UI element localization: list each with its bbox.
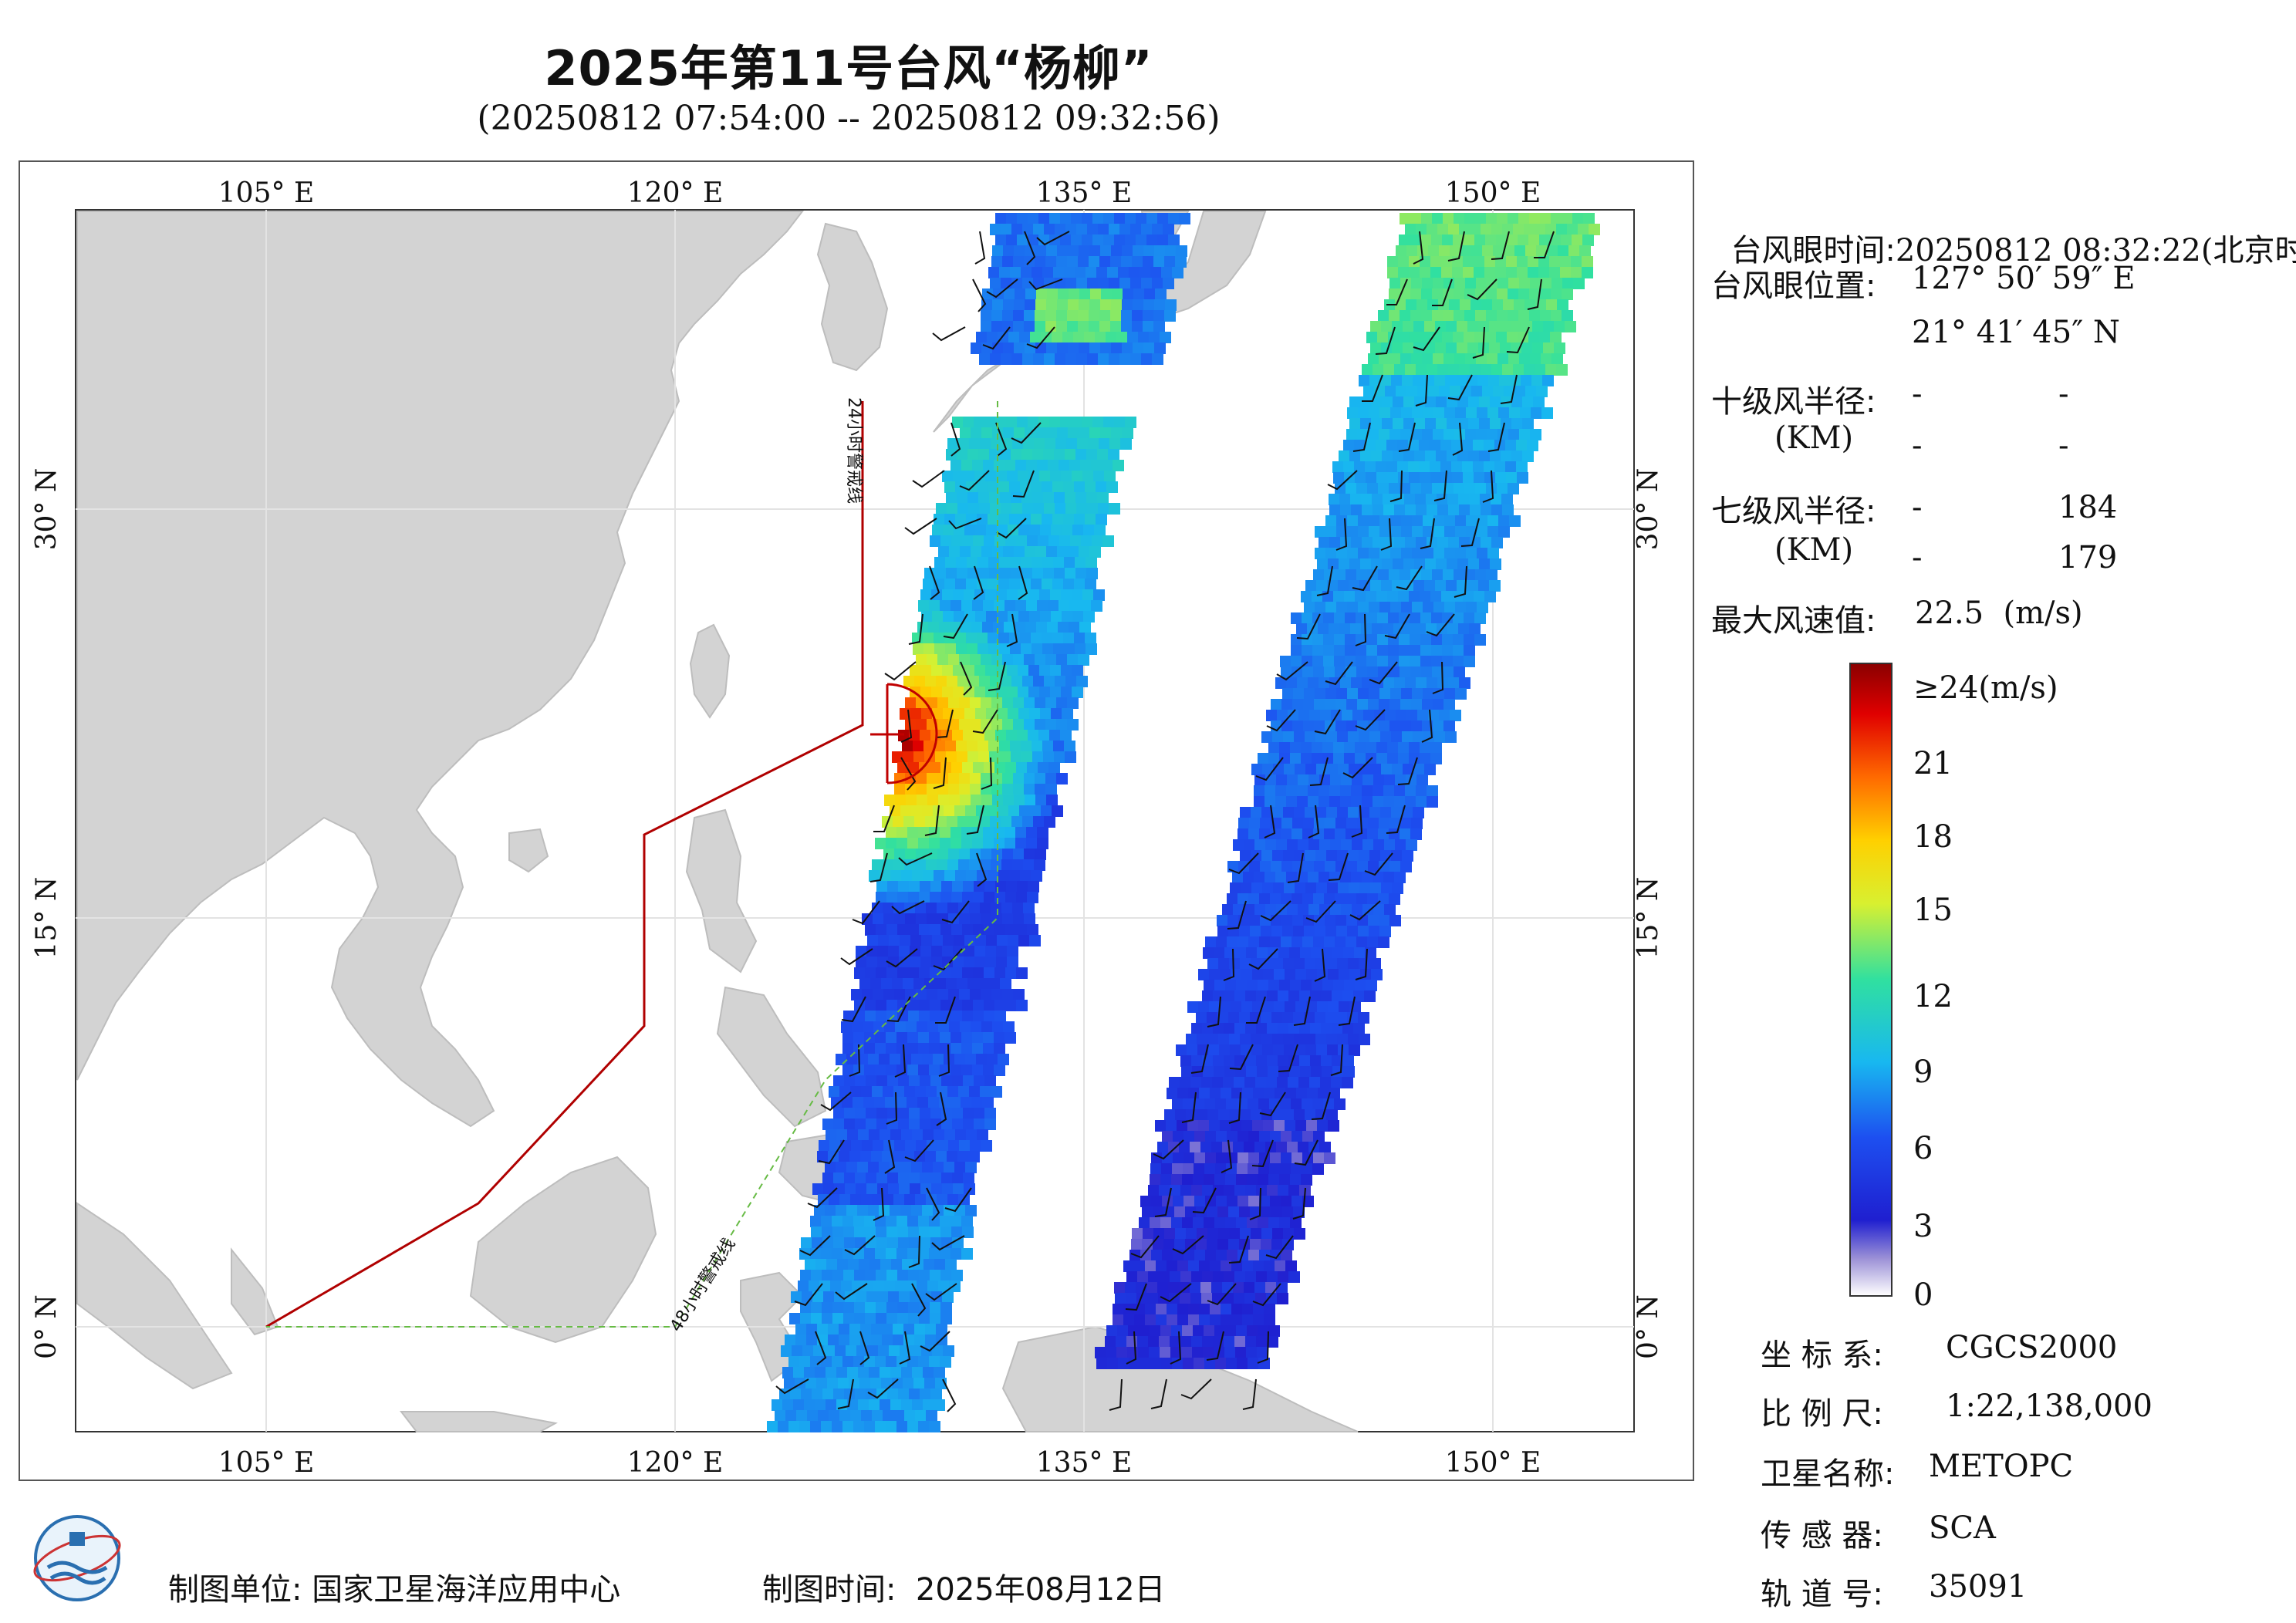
lat-label-left-0: 0° N	[31, 1294, 62, 1359]
warning-line-24h	[265, 401, 864, 1328]
colorbar	[1849, 663, 1893, 1297]
colorbar-label-21: 21	[1913, 746, 1953, 781]
date-row: 制图时间: 2025年08月12日	[762, 1564, 1166, 1609]
sensor-label: 传 感 器:	[1761, 1518, 1883, 1554]
sensor-value: SCA	[1929, 1510, 1996, 1546]
lat-label-right-15: 15° N	[1633, 877, 1664, 960]
lon-label-top-150: 150° E	[1445, 177, 1541, 209]
max-wind-label: 最大风速值:	[1711, 603, 1876, 639]
orbit-value: 35091	[1929, 1569, 2028, 1604]
r7-value-2: 184	[2058, 490, 2118, 525]
lat-label-left-30: 30° N	[31, 468, 62, 551]
r7-value-3: -	[1912, 540, 1923, 575]
lat-label-right-30: 30° N	[1633, 468, 1664, 551]
satellite-value: METOPC	[1929, 1449, 2074, 1484]
colorbar-label-12: 12	[1913, 979, 1953, 1014]
lat-label-left-15: 15° N	[31, 877, 62, 960]
date-label: 制图时间:	[762, 1572, 896, 1608]
r7-label: 七级风半径:	[1711, 494, 1876, 529]
typhoon-eye-marker	[870, 683, 938, 785]
r10-value-4: -	[2058, 428, 2069, 464]
producer-label: 制图单位:	[168, 1572, 302, 1608]
max-wind-value: 22.5 (m/s)	[1915, 596, 2083, 631]
r7-value-1: -	[1912, 490, 1923, 525]
warning-line-24h-label: 24小时警戒线	[844, 397, 863, 504]
map-title: 2025年第11号台风“杨柳”	[544, 40, 1153, 96]
lon-label-bottom-105: 105° E	[218, 1447, 314, 1479]
warning-line-48h	[266, 401, 998, 1328]
colorbar-label-9: 9	[1913, 1054, 1933, 1090]
r7-unit: (KM)	[1774, 532, 1854, 568]
r7-value-4: 179	[2058, 540, 2118, 575]
lat-label-right-0: 0° N	[1633, 1294, 1664, 1359]
colorbar-label-24: ≥24(m/s)	[1913, 670, 2058, 706]
eye-time-label: 台风眼时间:	[1730, 233, 1896, 268]
eye-time-value: 20250812 08:32:22(北京时)	[1895, 233, 2296, 268]
lon-label-bottom-120: 120° E	[627, 1447, 723, 1479]
colorbar-label-3: 3	[1913, 1209, 1933, 1244]
wind-barbs	[775, 231, 1555, 1412]
colorbar-label-0: 0	[1913, 1277, 1933, 1313]
r10-value-1: -	[1912, 376, 1923, 412]
r10-unit: (KM)	[1774, 420, 1854, 456]
eye-time-row: 台风眼时间:20250812 08:32:22(北京时)	[1711, 190, 2296, 270]
satellite-label: 卫星名称:	[1761, 1456, 1895, 1492]
map-frame	[19, 160, 1694, 1481]
lon-label-bottom-135: 135° E	[1036, 1447, 1132, 1479]
lon-label-top-105: 105° E	[218, 177, 314, 209]
r10-label: 十级风半径:	[1711, 384, 1876, 420]
scale-value: 1:22,138,000	[1946, 1388, 2152, 1424]
eye-lon-value: 127° 50′ 59″ E	[1912, 261, 2136, 296]
crs-label: 坐 标 系:	[1761, 1338, 1883, 1373]
colorbar-label-15: 15	[1913, 892, 1953, 928]
lon-label-bottom-150: 150° E	[1445, 1447, 1541, 1479]
lon-label-top-120: 120° E	[627, 177, 723, 209]
colorbar-label-6: 6	[1913, 1131, 1933, 1166]
lon-label-top-135: 135° E	[1036, 177, 1132, 209]
r10-value-2: -	[2058, 376, 2069, 412]
orbit-label: 轨 道 号:	[1761, 1577, 1883, 1612]
scale-label: 比 例 尺:	[1761, 1396, 1883, 1432]
date-value: 2025年08月12日	[915, 1572, 1166, 1608]
colorbar-label-18: 18	[1913, 819, 1953, 855]
map-time-range: (20250812 07:54:00 -- 20250812 09:32:56)	[477, 99, 1221, 138]
eye-lat-value: 21° 41′ 45″ N	[1912, 315, 2120, 350]
eye-pos-label: 台风眼位置:	[1711, 268, 1876, 304]
crs-value: CGCS2000	[1946, 1330, 2118, 1365]
producer-row: 制图单位: 国家卫星海洋应用中心	[168, 1564, 620, 1609]
r10-value-3: -	[1912, 428, 1923, 464]
producer-value: 国家卫星海洋应用中心	[312, 1572, 621, 1608]
nsoas-logo-icon	[33, 1515, 121, 1601]
